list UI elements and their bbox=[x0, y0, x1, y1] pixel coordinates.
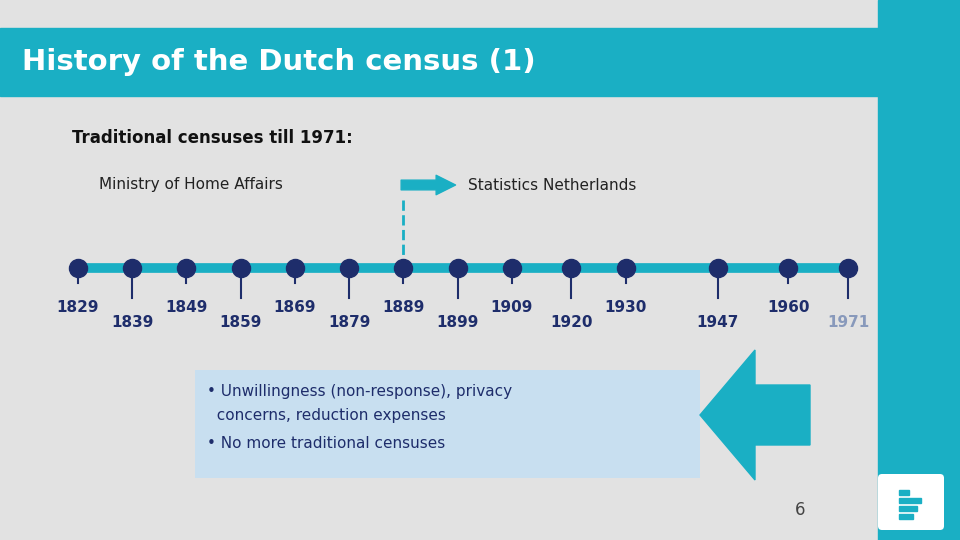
Text: Ministry of Home Affairs: Ministry of Home Affairs bbox=[100, 178, 283, 192]
Text: History of the Dutch census (1): History of the Dutch census (1) bbox=[22, 48, 536, 76]
Text: 1839: 1839 bbox=[111, 315, 154, 330]
FancyArrowPatch shape bbox=[401, 176, 456, 195]
Text: 1971: 1971 bbox=[827, 315, 869, 330]
Text: • Unwillingness (non-response), privacy: • Unwillingness (non-response), privacy bbox=[207, 384, 512, 399]
Text: 6: 6 bbox=[795, 501, 805, 519]
Text: 1909: 1909 bbox=[491, 300, 533, 315]
Text: 1879: 1879 bbox=[328, 315, 371, 330]
Text: 1849: 1849 bbox=[165, 300, 207, 315]
Polygon shape bbox=[700, 350, 810, 480]
Text: 1960: 1960 bbox=[767, 300, 809, 315]
Text: 1889: 1889 bbox=[382, 300, 424, 315]
Bar bbox=[899, 490, 909, 495]
Text: 1947: 1947 bbox=[697, 315, 739, 330]
Bar bbox=[899, 506, 917, 511]
Text: 1920: 1920 bbox=[550, 315, 592, 330]
Text: 1869: 1869 bbox=[274, 300, 316, 315]
Text: • No more traditional censuses: • No more traditional censuses bbox=[207, 436, 445, 451]
Text: 1930: 1930 bbox=[605, 300, 647, 315]
Bar bbox=[878, 0, 960, 540]
Text: 1829: 1829 bbox=[57, 300, 99, 315]
Text: concerns, reduction expenses: concerns, reduction expenses bbox=[207, 408, 445, 423]
Bar bbox=[0, 28, 878, 96]
Text: 1859: 1859 bbox=[220, 315, 262, 330]
FancyBboxPatch shape bbox=[195, 370, 700, 478]
Text: Traditional censuses till 1971:: Traditional censuses till 1971: bbox=[72, 129, 352, 147]
Text: Statistics Netherlands: Statistics Netherlands bbox=[468, 178, 636, 192]
Text: 1899: 1899 bbox=[437, 315, 479, 330]
FancyBboxPatch shape bbox=[878, 474, 944, 530]
Bar bbox=[899, 514, 913, 519]
Bar bbox=[899, 498, 921, 503]
